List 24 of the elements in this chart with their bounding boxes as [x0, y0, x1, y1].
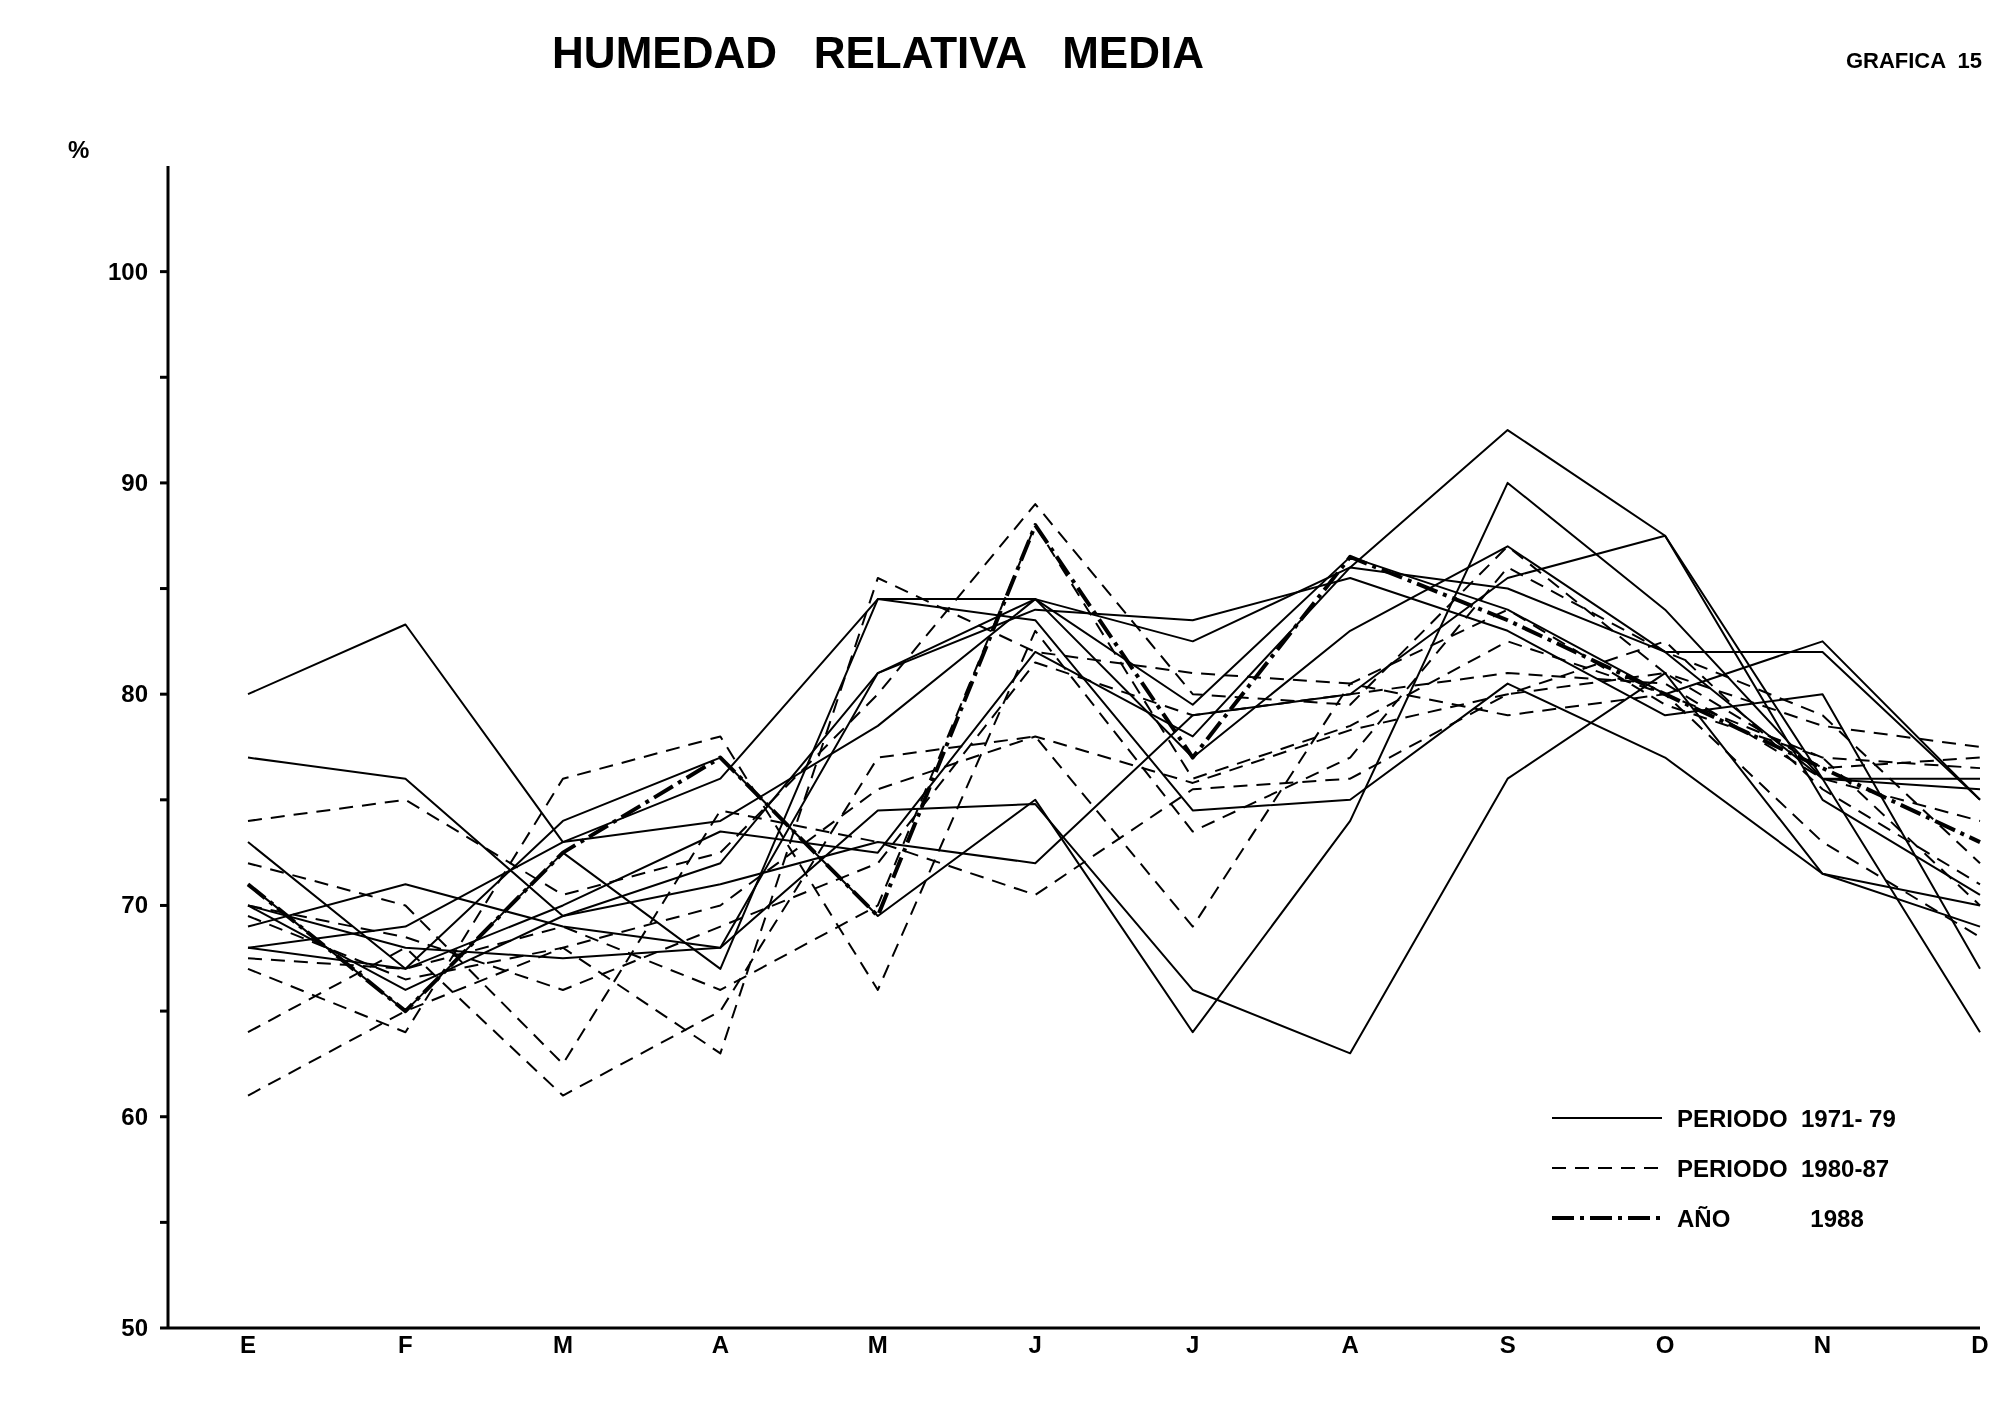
y-axis-title: %: [68, 136, 90, 164]
x-tick-label: F: [398, 1331, 413, 1359]
x-tick-label: M: [867, 1331, 888, 1359]
y-tick-label: 70: [121, 891, 148, 919]
y-tick-label: 50: [121, 1314, 148, 1341]
legend-label: PERIODO 1971- 79: [1677, 1105, 1896, 1132]
y-tick-label: 60: [121, 1102, 148, 1130]
y-tick-label: 100: [107, 257, 148, 285]
x-tick-label: D: [1971, 1331, 1989, 1359]
x-tick-label: N: [1813, 1331, 1832, 1359]
x-tick-label: O: [1655, 1331, 1675, 1359]
x-tick-label: A: [1341, 1331, 1359, 1359]
y-tick-label: 80: [121, 680, 148, 708]
legend-label: PERIODO 1980-87: [1677, 1155, 1890, 1182]
x-tick-label: S: [1499, 1331, 1516, 1359]
x-tick-label: J: [1186, 1331, 1200, 1359]
y-tick-label: 90: [121, 468, 148, 496]
x-tick-label: J: [1028, 1331, 1042, 1359]
chart-title: HUMEDAD RELATIVA MEDIA: [551, 28, 1205, 78]
chart-subtitle: GRAFICA 15: [1845, 48, 1982, 74]
legend-label: AÑO 1988: [1677, 1205, 1864, 1232]
x-tick-label: M: [552, 1331, 573, 1359]
x-tick-label: A: [711, 1331, 730, 1359]
x-tick-label: E: [239, 1331, 257, 1359]
